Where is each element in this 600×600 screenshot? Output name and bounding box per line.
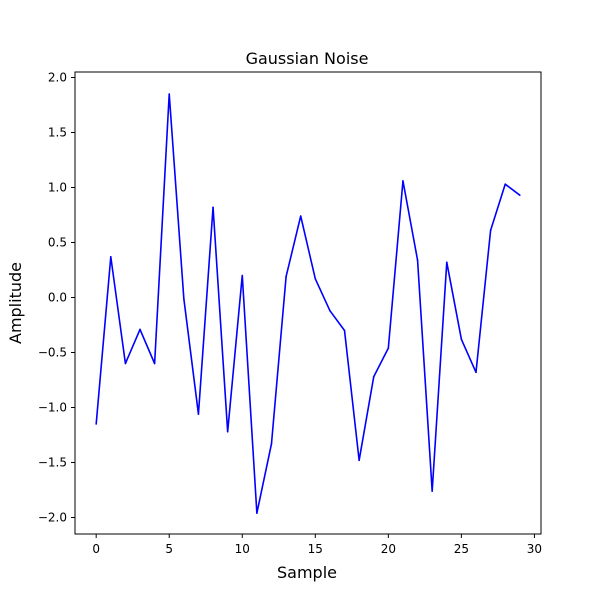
data-point: [314, 278, 317, 280]
data-point: [212, 206, 214, 209]
data-point: [226, 430, 229, 433]
y-tick-label: 2.0: [48, 71, 67, 85]
y-tick-label: 1.5: [48, 126, 67, 140]
data-point: [343, 329, 346, 332]
x-tick-label: 5: [165, 542, 173, 556]
data-point: [153, 362, 156, 365]
data-point: [431, 490, 433, 492]
data-point: [402, 180, 404, 182]
y-tick-label: 1.0: [48, 181, 67, 195]
data-point: [504, 183, 507, 185]
y-tick-label: 0.5: [48, 236, 67, 250]
data-point: [256, 512, 258, 514]
data-point: [358, 459, 360, 462]
y-tick-label: −2.0: [38, 511, 67, 525]
data-point: [460, 338, 463, 341]
data-point: [372, 375, 375, 378]
plot-area: [95, 93, 521, 514]
data-point: [168, 93, 171, 95]
data-point: [285, 275, 287, 278]
data-point: [387, 347, 390, 349]
y-tick-label: −1.5: [38, 456, 67, 470]
y-tick-label: −0.5: [38, 346, 67, 360]
x-axis: 0 5 10 15 20 25 30: [92, 534, 542, 556]
data-point: [183, 297, 185, 300]
data-point: [197, 413, 200, 415]
series-line: [95, 93, 521, 514]
y-axis-label: Amplitude: [6, 262, 25, 344]
x-tick-label: 15: [308, 542, 323, 556]
x-tick-label: 25: [454, 542, 469, 556]
plot-frame: [74, 71, 542, 535]
data-point: [519, 194, 521, 196]
data-point: [329, 309, 331, 312]
y-axis: −2.0 −1.5 −1.0 −0.5 0.0 0.5 1.0 1.5 2.0: [38, 71, 75, 525]
x-tick-label: 20: [381, 542, 396, 556]
y-tick-label: 0.0: [48, 291, 67, 305]
x-axis-label: Sample: [277, 563, 337, 582]
data-point: [241, 274, 244, 277]
data-point: [445, 261, 448, 264]
data-point: [124, 362, 127, 365]
data-point: [109, 255, 112, 258]
data-point: [95, 423, 97, 425]
data-point: [299, 215, 302, 217]
data-point: [270, 443, 273, 445]
data-point: [416, 259, 419, 261]
data-point: [139, 328, 141, 331]
data-point: [489, 229, 492, 232]
x-tick-label: 30: [527, 542, 542, 556]
x-tick-label: 10: [235, 542, 250, 556]
chart-title: Gaussian Noise: [246, 49, 369, 68]
x-tick-label: 0: [92, 542, 100, 556]
data-point: [475, 371, 477, 374]
y-tick-label: −1.0: [38, 401, 67, 415]
